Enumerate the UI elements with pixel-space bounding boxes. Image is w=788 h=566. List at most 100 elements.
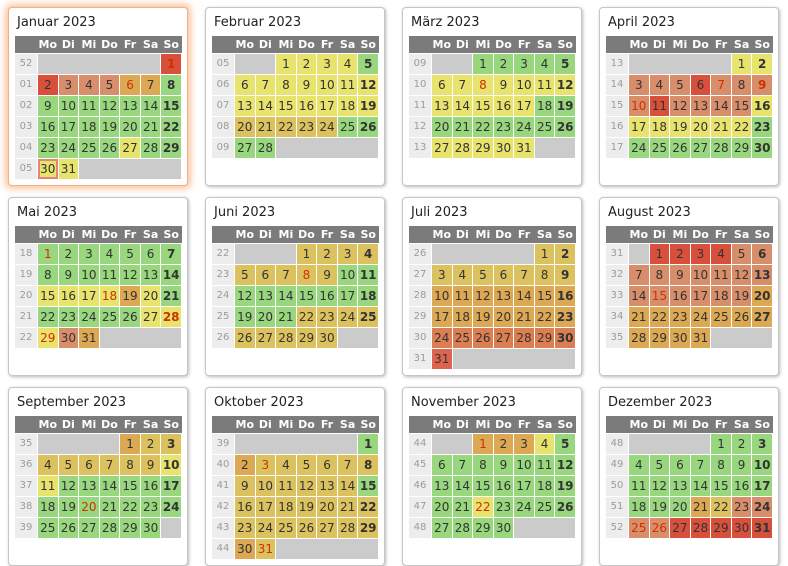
day-cell[interactable]: 24 (513, 496, 535, 518)
day-cell[interactable]: 1 (119, 433, 141, 455)
day-cell[interactable]: 12 (295, 475, 318, 497)
day-cell[interactable]: 19 (554, 475, 576, 497)
day-cell[interactable]: 13 (254, 285, 277, 307)
day-cell[interactable]: 15 (533, 285, 556, 307)
day-cell[interactable]: 21 (254, 116, 277, 138)
day-cell[interactable]: 24 (689, 306, 712, 328)
day-cell[interactable]: 2 (751, 53, 773, 75)
day-cell[interactable]: 21 (513, 306, 535, 328)
day-cell[interactable]: 5 (98, 74, 121, 96)
day-cell[interactable]: 12 (98, 95, 121, 117)
day-cell[interactable]: 12 (57, 475, 80, 497)
day-cell[interactable]: 14 (513, 285, 535, 307)
day-cell[interactable]: 3 (513, 53, 535, 75)
day-cell[interactable]: 26 (295, 517, 318, 539)
day-cell[interactable]: 5 (234, 264, 256, 286)
day-cell[interactable]: 6 (751, 243, 773, 265)
day-cell[interactable]: 20 (139, 285, 162, 307)
day-cell[interactable]: 4 (648, 74, 671, 96)
day-cell[interactable]: 20 (492, 306, 515, 328)
day-cell[interactable]: 14 (160, 264, 182, 286)
day-cell[interactable]: 5 (57, 454, 80, 476)
day-cell[interactable]: 9 (295, 74, 318, 96)
day-cell[interactable]: 1 (472, 433, 494, 455)
day-cell[interactable]: 7 (336, 454, 359, 476)
day-cell[interactable]: 15 (275, 95, 297, 117)
day-cell[interactable]: 5 (648, 454, 671, 476)
day-cell[interactable]: 15 (472, 475, 494, 497)
day-cell[interactable]: 1 (295, 243, 318, 265)
day-cell[interactable]: 11 (336, 74, 359, 96)
day-cell[interactable]: 24 (316, 116, 338, 138)
day-cell[interactable]: 14 (689, 475, 712, 497)
day-cell[interactable]: 9 (730, 454, 753, 476)
day-cell[interactable]: 13 (316, 475, 338, 497)
day-cell[interactable]: 8 (295, 264, 318, 286)
day-cell[interactable]: 23 (295, 116, 318, 138)
day-cell[interactable]: 17 (513, 475, 535, 497)
day-cell[interactable]: 20 (254, 306, 277, 328)
day-cell[interactable]: 27 (316, 517, 338, 539)
day-cell[interactable]: 10 (160, 454, 182, 476)
day-cell[interactable]: 21 (628, 306, 650, 328)
day-cell[interactable]: 28 (710, 137, 732, 159)
day-cell[interactable]: 18 (78, 116, 100, 138)
day-cell[interactable]: 8 (472, 454, 494, 476)
day-cell[interactable]: 16 (316, 285, 338, 307)
day-cell[interactable]: 23 (234, 517, 256, 539)
day-cell[interactable]: 6 (431, 454, 453, 476)
day-cell[interactable]: 30 (139, 517, 162, 539)
day-cell[interactable]: 3 (751, 433, 773, 455)
day-cell[interactable]: 5 (295, 454, 318, 476)
day-cell[interactable]: 6 (316, 454, 338, 476)
day-cell[interactable]: 29 (472, 137, 494, 159)
day-cell[interactable]: 28 (628, 327, 650, 349)
day-cell[interactable]: 28 (160, 306, 182, 328)
day-cell[interactable]: 27 (254, 327, 277, 349)
day-cell[interactable]: 22 (160, 116, 182, 138)
day-cell[interactable]: 8 (275, 74, 297, 96)
day-cell[interactable]: 17 (336, 285, 359, 307)
day-cell[interactable]: 4 (628, 454, 650, 476)
day-cell[interactable]: 21 (451, 496, 474, 518)
day-cell[interactable]: 26 (98, 137, 121, 159)
day-cell[interactable]: 20 (234, 116, 256, 138)
day-cell[interactable]: 18 (357, 285, 379, 307)
day-cell[interactable]: 7 (275, 264, 297, 286)
day-cell[interactable]: 10 (751, 454, 773, 476)
day-cell[interactable]: 19 (119, 285, 141, 307)
day-cell[interactable]: 13 (139, 264, 162, 286)
day-cell[interactable]: 19 (357, 95, 379, 117)
day-cell[interactable]: 10 (689, 264, 712, 286)
day-cell[interactable]: 26 (554, 496, 576, 518)
day-cell[interactable]: 27 (119, 137, 141, 159)
day-cell[interactable]: 2 (554, 243, 576, 265)
day-cell[interactable]: 14 (98, 475, 121, 497)
day-cell[interactable]: 8 (160, 74, 182, 96)
day-cell[interactable]: 22 (37, 306, 59, 328)
day-cell[interactable]: 13 (431, 95, 453, 117)
day-cell[interactable]: 2 (234, 454, 256, 476)
day-cell[interactable]: 13 (431, 475, 453, 497)
day-cell[interactable]: 4 (710, 243, 732, 265)
day-cell[interactable]: 1 (648, 243, 671, 265)
day-cell[interactable]: 25 (357, 306, 379, 328)
day-cell[interactable]: 6 (492, 264, 515, 286)
day-cell[interactable]: 23 (730, 496, 753, 518)
day-cell[interactable]: 16 (139, 475, 162, 497)
day-cell[interactable]: 15 (160, 95, 182, 117)
day-cell[interactable]: 3 (628, 74, 650, 96)
day-cell[interactable]: 7 (710, 74, 732, 96)
day-cell[interactable]: 19 (472, 306, 494, 328)
day-cell[interactable]: 12 (234, 285, 256, 307)
day-cell[interactable]: 31 (254, 538, 277, 560)
day-cell[interactable]: 11 (451, 285, 474, 307)
day-cell[interactable]: 5 (357, 53, 379, 75)
day-cell[interactable]: 17 (513, 95, 535, 117)
day-cell[interactable]: 31 (78, 327, 100, 349)
day-cell[interactable]: 17 (78, 285, 100, 307)
day-cell[interactable]: 19 (730, 285, 753, 307)
day-cell[interactable]: 17 (689, 285, 712, 307)
day-cell[interactable]: 8 (648, 264, 671, 286)
day-cell[interactable]: 15 (710, 475, 732, 497)
